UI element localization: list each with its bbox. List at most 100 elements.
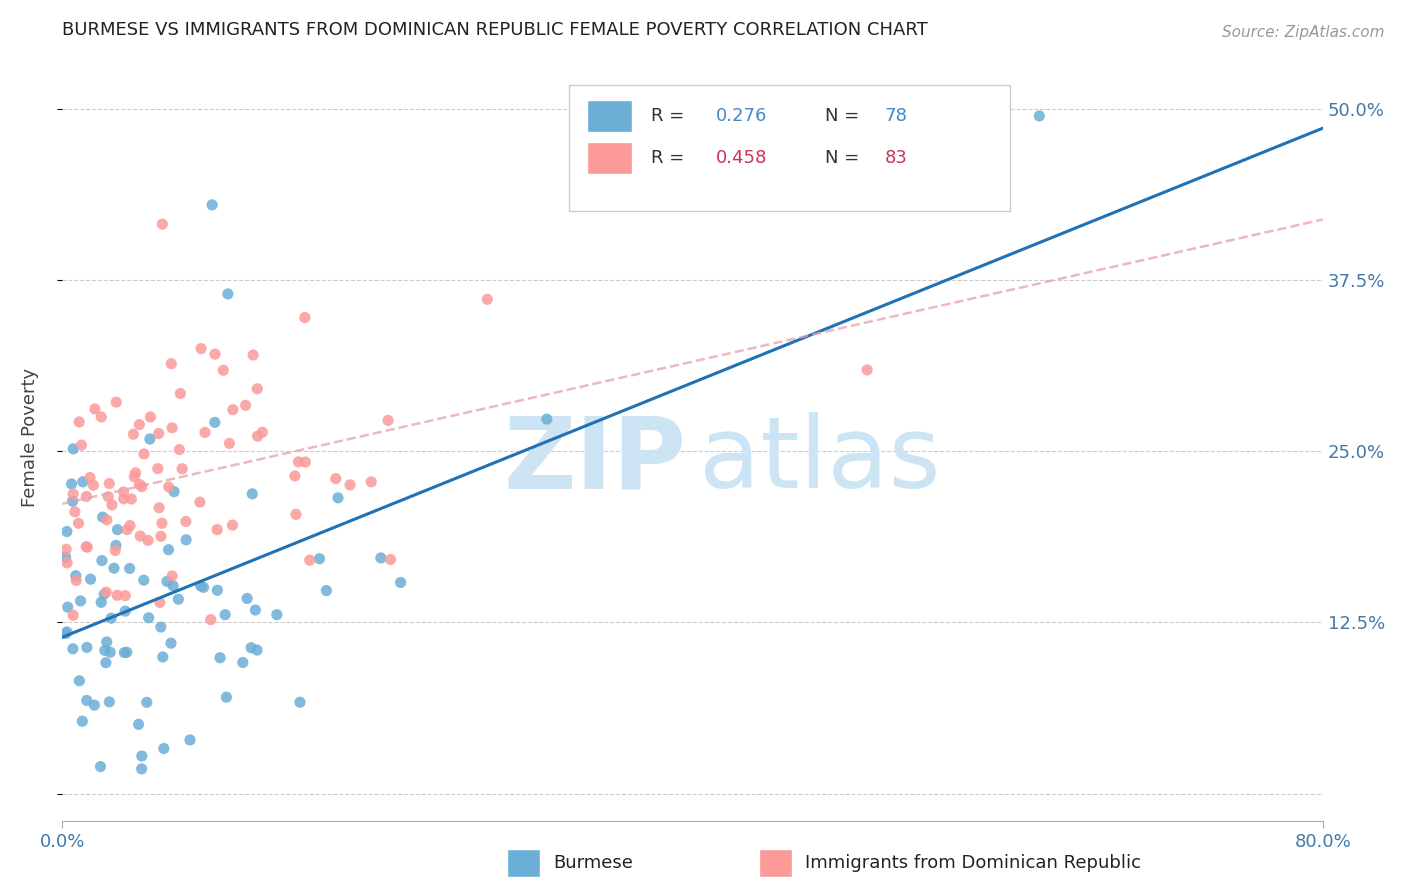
Point [131,762,153,776]
Point [221,518,243,533]
Point [315,583,337,598]
Point [76,640,98,655]
Point [156,574,179,589]
Point [115,523,138,537]
Point [146,461,169,475]
Point [246,643,269,657]
Point [60,477,83,491]
Point [90,595,112,609]
Point [98,476,121,491]
Point [235,398,257,412]
Point [62,608,84,623]
FancyBboxPatch shape [586,142,633,174]
Point [380,552,402,566]
FancyBboxPatch shape [508,849,540,877]
Point [62,641,84,656]
Point [294,310,316,325]
Text: BURMESE VS IMMIGRANTS FROM DOMINICAN REPUBLIC FEMALE POVERTY CORRELATION CHART: BURMESE VS IMMIGRANTS FROM DOMINICAN REP… [62,21,928,39]
Point [242,348,264,362]
Text: R =: R = [651,149,690,167]
Point [252,425,274,440]
Point [72,475,94,489]
Point [63,505,86,519]
Point [104,538,127,552]
Point [56,624,79,639]
Point [160,569,183,583]
Point [96,585,118,599]
Point [207,583,229,598]
Point [135,695,157,709]
Point [193,580,215,594]
Text: atlas: atlas [699,412,941,509]
Point [79,572,101,586]
Point [103,561,125,575]
Point [72,714,94,729]
Point [100,611,122,625]
Point [82,478,104,492]
Point [56,524,79,539]
Point [128,717,150,731]
Point [128,477,150,491]
Point [114,604,136,618]
Point [122,427,145,442]
Point [69,594,91,608]
Point [55,542,77,557]
Text: 0.276: 0.276 [716,107,766,125]
Point [194,425,217,440]
Text: Immigrants from Dominican Republic: Immigrants from Dominican Republic [804,855,1140,872]
Point [217,286,239,301]
Point [65,568,87,582]
Text: 83: 83 [884,149,907,167]
Point [339,478,361,492]
Point [246,429,269,443]
Point [136,533,159,548]
Point [97,490,120,504]
Point [62,494,84,508]
Point [150,516,173,531]
Point [167,592,190,607]
Point [112,491,135,506]
Point [190,579,212,593]
Text: 78: 78 [884,107,907,125]
Text: 0.458: 0.458 [716,149,766,167]
Point [162,579,184,593]
Point [76,693,98,707]
Point [160,636,183,650]
Point [67,516,90,531]
Point [132,447,155,461]
Point [129,529,152,543]
Text: Source: ZipAtlas.com: Source: ZipAtlas.com [1222,25,1385,40]
Point [308,551,330,566]
Point [169,386,191,401]
Point [96,513,118,527]
FancyBboxPatch shape [759,849,792,877]
Point [83,698,105,713]
Point [138,611,160,625]
Point [56,600,79,615]
Point [266,607,288,622]
Point [370,550,392,565]
FancyBboxPatch shape [586,100,633,132]
Point [214,607,236,622]
Point [205,523,228,537]
Point [377,413,399,427]
Point [200,613,222,627]
Point [55,550,77,565]
Point [150,217,173,231]
Point [240,640,263,655]
Point [190,342,212,356]
Point [131,749,153,764]
Y-axis label: Female Poverty: Female Poverty [21,368,39,508]
Point [152,741,174,756]
Point [107,523,129,537]
Point [288,695,311,709]
Point [157,480,180,494]
Point [75,540,97,554]
Text: N =: N = [825,107,865,125]
Point [67,673,90,688]
Point [90,410,112,425]
Point [91,510,114,524]
Point [246,382,269,396]
Point [118,561,141,575]
Point [62,442,84,456]
